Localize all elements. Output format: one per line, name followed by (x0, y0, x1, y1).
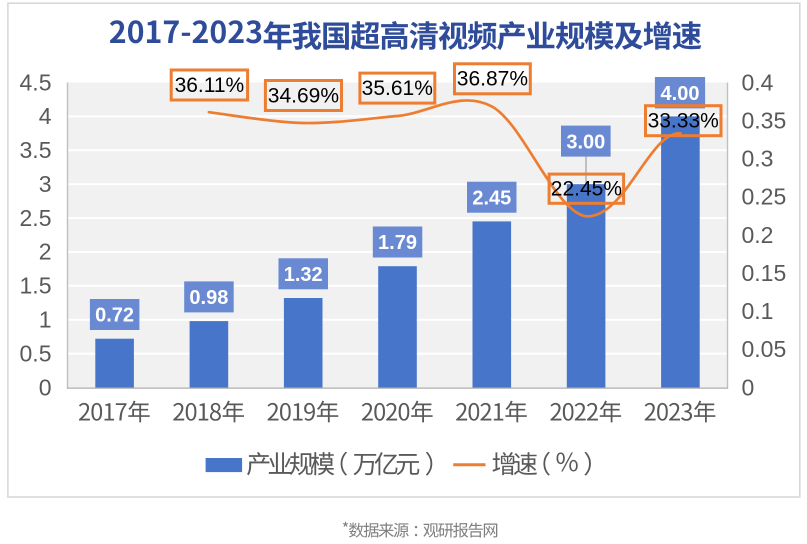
svg-text:36.87%: 36.87% (457, 68, 528, 91)
svg-text:4.00: 4.00 (661, 83, 700, 105)
svg-text:4: 4 (39, 103, 52, 129)
svg-text:36.11%: 36.11% (175, 74, 245, 97)
svg-text:0.15: 0.15 (742, 260, 787, 286)
svg-text:2: 2 (39, 239, 52, 265)
svg-text:3.00: 3.00 (566, 131, 605, 153)
svg-text:0.4: 0.4 (742, 69, 774, 95)
svg-text:0.98: 0.98 (189, 287, 228, 309)
svg-text:0: 0 (742, 374, 755, 400)
svg-text:2.45: 2.45 (472, 187, 511, 209)
svg-text:1: 1 (39, 307, 52, 333)
svg-text:1.32: 1.32 (284, 264, 323, 286)
svg-text:0.05: 0.05 (742, 336, 787, 362)
svg-text:0.3: 0.3 (742, 146, 774, 172)
svg-text:1.5: 1.5 (20, 273, 52, 299)
svg-text:3.5: 3.5 (20, 137, 52, 163)
svg-text:0.5: 0.5 (20, 340, 52, 366)
svg-text:34.69%: 34.69% (268, 84, 339, 107)
svg-text:0.2: 0.2 (742, 222, 774, 248)
svg-text:4.5: 4.5 (20, 69, 52, 95)
svg-text:35.61%: 35.61% (362, 77, 433, 100)
svg-text:0.1: 0.1 (742, 298, 774, 324)
svg-text:0.35: 0.35 (742, 107, 787, 133)
svg-text:33.33%: 33.33% (648, 110, 719, 133)
svg-text:0.72: 0.72 (95, 305, 134, 327)
svg-text:22.45%: 22.45% (551, 178, 622, 201)
svg-text:2.5: 2.5 (20, 205, 52, 231)
svg-text:0.25: 0.25 (742, 184, 787, 210)
svg-text:1.79: 1.79 (378, 232, 417, 254)
svg-text:0: 0 (39, 374, 52, 400)
svg-text:3: 3 (39, 171, 52, 197)
